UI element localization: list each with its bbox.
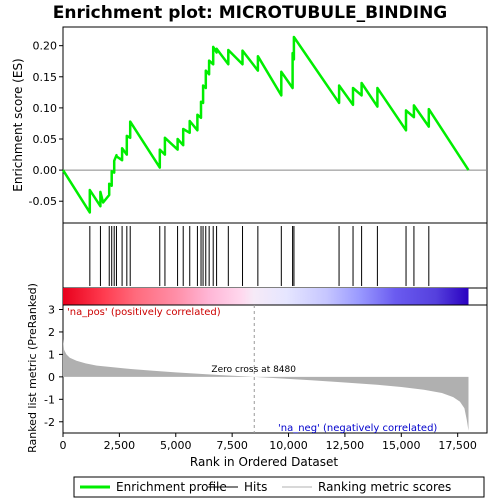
zero-cross-label: Zero cross at 8480 [211,365,296,375]
neg-correlated-label: 'na_neg' (negatively correlated) [278,423,437,434]
chart-title: Enrichment plot: MICROTUBULE_BINDING [53,3,448,23]
metric-y-tick-label: 2 [48,326,55,339]
hits-markers [89,226,430,286]
x-tick-label: 0 [60,439,67,452]
metric-y-tick-label: -2 [44,416,55,429]
x-tick-label: 10,000 [269,439,308,452]
metric-y-tick-label: 1 [48,348,55,361]
metric-y-tick-label: 0 [48,371,55,384]
metric-y-axis: -2 -1 0 1 2 3 [44,303,63,429]
x-tick-label: 2,500 [104,439,136,452]
metric-plot-area [62,304,488,434]
hits-panel [62,222,488,289]
es-y-tick-label: 0.15 [33,71,58,84]
pos-correlated-label: 'na_pos' (positively correlated) [67,307,221,318]
x-tick-label: 15,000 [382,439,421,452]
metric-y-tick-label: -1 [44,393,55,406]
es-y-axis-label: Enrichment score (ES) [11,58,25,191]
es-y-tick-label: 0.00 [33,164,58,177]
es-y-axis: -0.05 0.00 0.05 0.10 0.15 0.20 [29,40,63,208]
es-y-tick-label: 0.20 [33,40,58,53]
es-plot-area [62,26,488,224]
x-axis: 0 2,500 5,000 7,500 10,000 12,500 15,000 17,500 [60,433,477,452]
es-y-tick-label: 0.05 [33,133,58,146]
x-tick-label: 7,500 [216,439,248,452]
legend-label: Ranking metric scores [318,480,451,494]
metric-y-tick-label: 3 [48,303,55,316]
rank-color-gradient [63,288,469,305]
legend-box [73,476,485,498]
x-tick-label: 12,500 [326,439,365,452]
es-y-tick-label: -0.05 [29,195,57,208]
metric-y-axis-label: Ranked list metric (PreRanked) [26,283,39,453]
x-tick-label: 17,500 [438,439,477,452]
legend: Enrichment profile Hits Ranking metric sco… [80,480,451,494]
es-y-tick-label: 0.10 [33,102,58,115]
x-tick-label: 5,000 [160,439,192,452]
legend-label: Enrichment profile [116,480,227,494]
x-axis-label: Rank in Ordered Dataset [190,455,338,469]
ranking-metric-area [63,338,469,431]
enrichment-profile-line [61,35,470,214]
legend-label: Hits [244,480,267,494]
